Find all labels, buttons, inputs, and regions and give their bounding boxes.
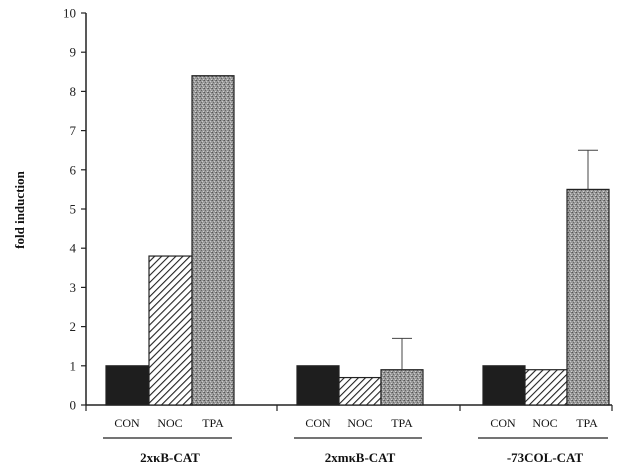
bar-tpa	[380, 369, 424, 406]
y-tick-label: 5	[70, 202, 77, 217]
bar-con	[482, 365, 526, 406]
group-label: 2xκB-CAT	[140, 450, 200, 465]
y-tick-label: 9	[70, 45, 77, 60]
y-tick-label: 8	[70, 84, 77, 99]
bar-con	[105, 365, 150, 406]
category-label: CON	[305, 416, 331, 430]
y-tick-label: 1	[70, 358, 77, 373]
category-label: CON	[114, 416, 140, 430]
group-label: -73COL-CAT	[507, 450, 584, 465]
category-label: NOC	[157, 416, 182, 430]
bar-noc	[338, 376, 382, 406]
y-axis-title: fold induction	[12, 170, 27, 248]
y-tick-label: 7	[70, 123, 77, 138]
category-label: TPA	[576, 416, 598, 430]
category-label: NOC	[532, 416, 557, 430]
category-label: NOC	[347, 416, 372, 430]
y-tick-label: 0	[70, 398, 77, 413]
bar-tpa	[191, 75, 235, 406]
y-tick-label: 2	[70, 319, 77, 334]
labels: CON NOC TPA 2xκB-CAT CON NOC TPA 2xmκB-CAT CON NO…	[103, 416, 608, 465]
y-tick-label: 3	[70, 280, 77, 295]
category-label: CON	[490, 416, 516, 430]
group-label: 2xmκB-CAT	[325, 450, 396, 465]
y-tick-label: 10	[63, 6, 76, 21]
category-label: TPA	[202, 416, 224, 430]
bar-noc	[524, 369, 568, 406]
y-tick-label: 6	[70, 162, 77, 177]
bar-noc	[148, 255, 193, 406]
bar-tpa	[566, 188, 610, 406]
bars	[105, 75, 610, 406]
category-label: TPA	[391, 416, 413, 430]
y-tick-label: 4	[70, 241, 77, 256]
bar-con	[296, 365, 340, 406]
axes: 0 1 2 3 4 5 6 7 8 9 10	[63, 6, 613, 413]
